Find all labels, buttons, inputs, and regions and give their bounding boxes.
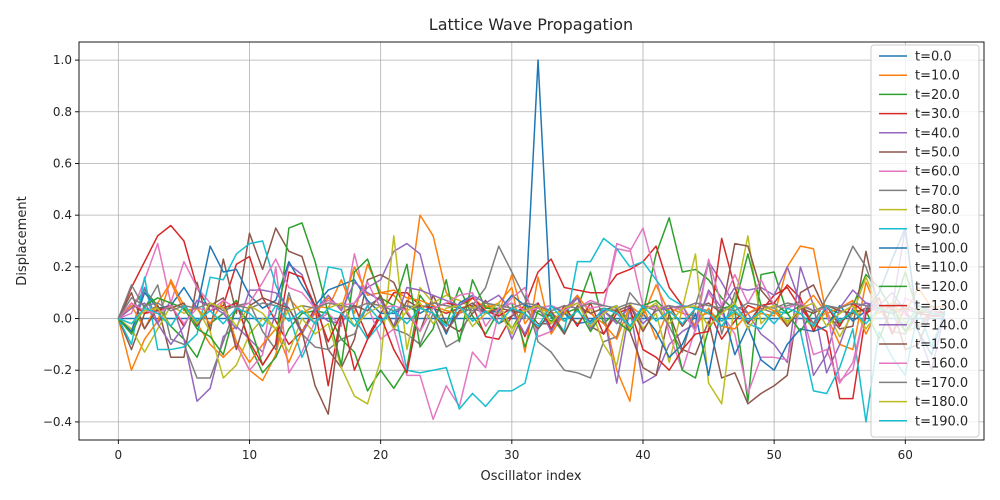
- y-tick-label: 0.4: [53, 208, 72, 222]
- legend-label: t=170.0: [915, 376, 968, 391]
- y-tick-label: 1.0: [53, 53, 72, 67]
- series-line-12: [117, 222, 945, 379]
- legend-label: t=190.0: [915, 414, 968, 429]
- series-line-9: [117, 237, 946, 423]
- legend-label: t=150.0: [915, 338, 968, 353]
- legend-label: t=40.0: [915, 126, 960, 141]
- series-line-18: [118, 302, 945, 330]
- x-tick-label: 40: [635, 448, 650, 462]
- x-tick-label: 20: [373, 448, 388, 462]
- plot-frame: [78, 41, 985, 441]
- legend-label: t=100.0: [915, 242, 968, 257]
- legend-label: t=70.0: [915, 184, 960, 199]
- y-tick-label: 0.6: [53, 156, 72, 170]
- series-line-19: [118, 304, 945, 328]
- series-lines: [117, 59, 946, 423]
- y-tick-label: 0.8: [53, 105, 72, 119]
- x-axis-label: Oscillator index: [480, 469, 581, 484]
- y-axis-ticks: −0.4 −0.2 0.0 0.2 0.4 0.6 0.8 1.0: [43, 53, 79, 429]
- legend-label: t=110.0: [915, 261, 968, 276]
- y-tick-label: −0.4: [43, 415, 72, 429]
- chart-title: Lattice Wave Propagation: [429, 15, 633, 34]
- legend-label: t=180.0: [915, 395, 968, 410]
- legend: t=0.0 t=10.0 t=20.0 t=30.0 t=40.0 t=50.0 t=60.…: [870, 44, 980, 438]
- legend-label: t=160.0: [915, 357, 968, 372]
- legend-label: t=60.0: [915, 165, 960, 180]
- series-line-16: [117, 242, 945, 382]
- x-tick-label: 60: [898, 448, 913, 462]
- legend-label: t=140.0: [915, 318, 968, 333]
- series-line-15: [117, 242, 945, 415]
- x-tick-label: 0: [115, 448, 123, 462]
- legend-label: t=50.0: [915, 146, 960, 161]
- legend-label: t=10.0: [915, 69, 960, 84]
- series-line-17: [117, 297, 945, 319]
- x-tick-label: 50: [767, 448, 782, 462]
- legend-label: t=30.0: [915, 107, 960, 122]
- legend-label: t=80.0: [915, 203, 960, 218]
- legend-box: [870, 44, 980, 438]
- y-tick-label: −0.2: [43, 363, 72, 377]
- x-axis-ticks: 0 10 20 30 40 50 60: [115, 440, 913, 462]
- y-tick-label: 0.0: [53, 312, 72, 326]
- y-axis-label: Displacement: [15, 196, 30, 285]
- legend-label: t=120.0: [915, 280, 968, 295]
- legend-label: t=130.0: [915, 299, 968, 314]
- x-tick-label: 30: [504, 448, 519, 462]
- legend-label: t=20.0: [915, 88, 960, 103]
- y-tick-label: 0.2: [53, 260, 72, 274]
- legend-label: t=0.0: [915, 50, 952, 65]
- x-tick-label: 10: [242, 448, 257, 462]
- legend-label: t=90.0: [915, 222, 960, 237]
